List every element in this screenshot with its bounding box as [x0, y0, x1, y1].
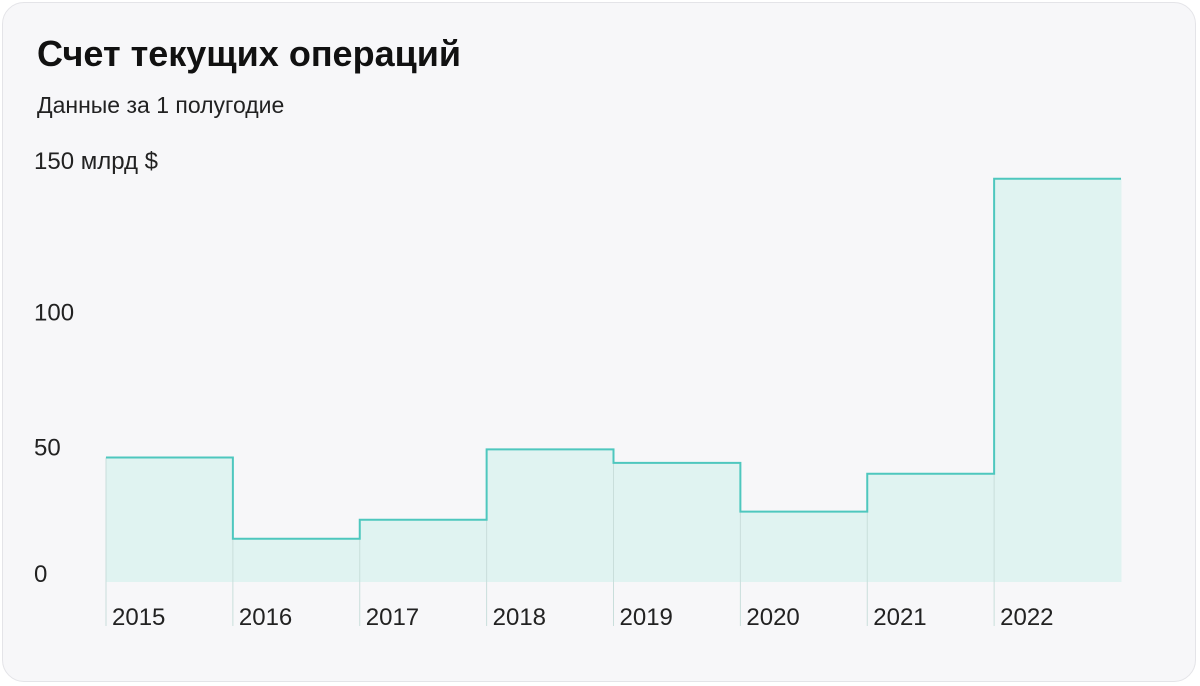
- y-tick-label: 100: [34, 299, 74, 326]
- area-block-2022: [994, 178, 1122, 582]
- x-tick-label: 2021: [873, 604, 926, 631]
- y-tick-label: 0: [34, 561, 47, 588]
- area-block-2015: [106, 457, 234, 582]
- area-block-2021: [867, 473, 995, 582]
- step-line: [106, 177, 1121, 540]
- x-tick-label: 2015: [112, 604, 165, 631]
- x-tick-label: 2018: [493, 604, 546, 631]
- x-tick-label: 2016: [239, 604, 292, 631]
- x-tick-label: 2019: [620, 604, 673, 631]
- x-tick-label: 2020: [746, 604, 799, 631]
- area-block-2020: [740, 511, 868, 582]
- plot-area: [106, 178, 1122, 582]
- y-axis: 0 50 100 150 млрд $: [34, 148, 158, 588]
- x-tick-label: 2022: [1000, 604, 1053, 631]
- area-block-2019: [613, 462, 741, 582]
- y-tick-label: 150 млрд $: [34, 148, 158, 175]
- chart-title: Счет текущих операций: [37, 33, 461, 74]
- series-line: [106, 177, 1121, 540]
- area-block-2017: [359, 519, 488, 582]
- x-tick-label: 2017: [366, 604, 419, 631]
- area-block-2018: [486, 449, 614, 582]
- area-block-2016: [232, 538, 361, 582]
- y-tick-label: 50: [34, 435, 61, 462]
- year-dividers: [105, 457, 995, 626]
- chart-subtitle: Данные за 1 полугодие: [37, 92, 285, 118]
- x-axis: 2015 2016 2017 2018 2019 2020 2021 2022: [112, 604, 1054, 631]
